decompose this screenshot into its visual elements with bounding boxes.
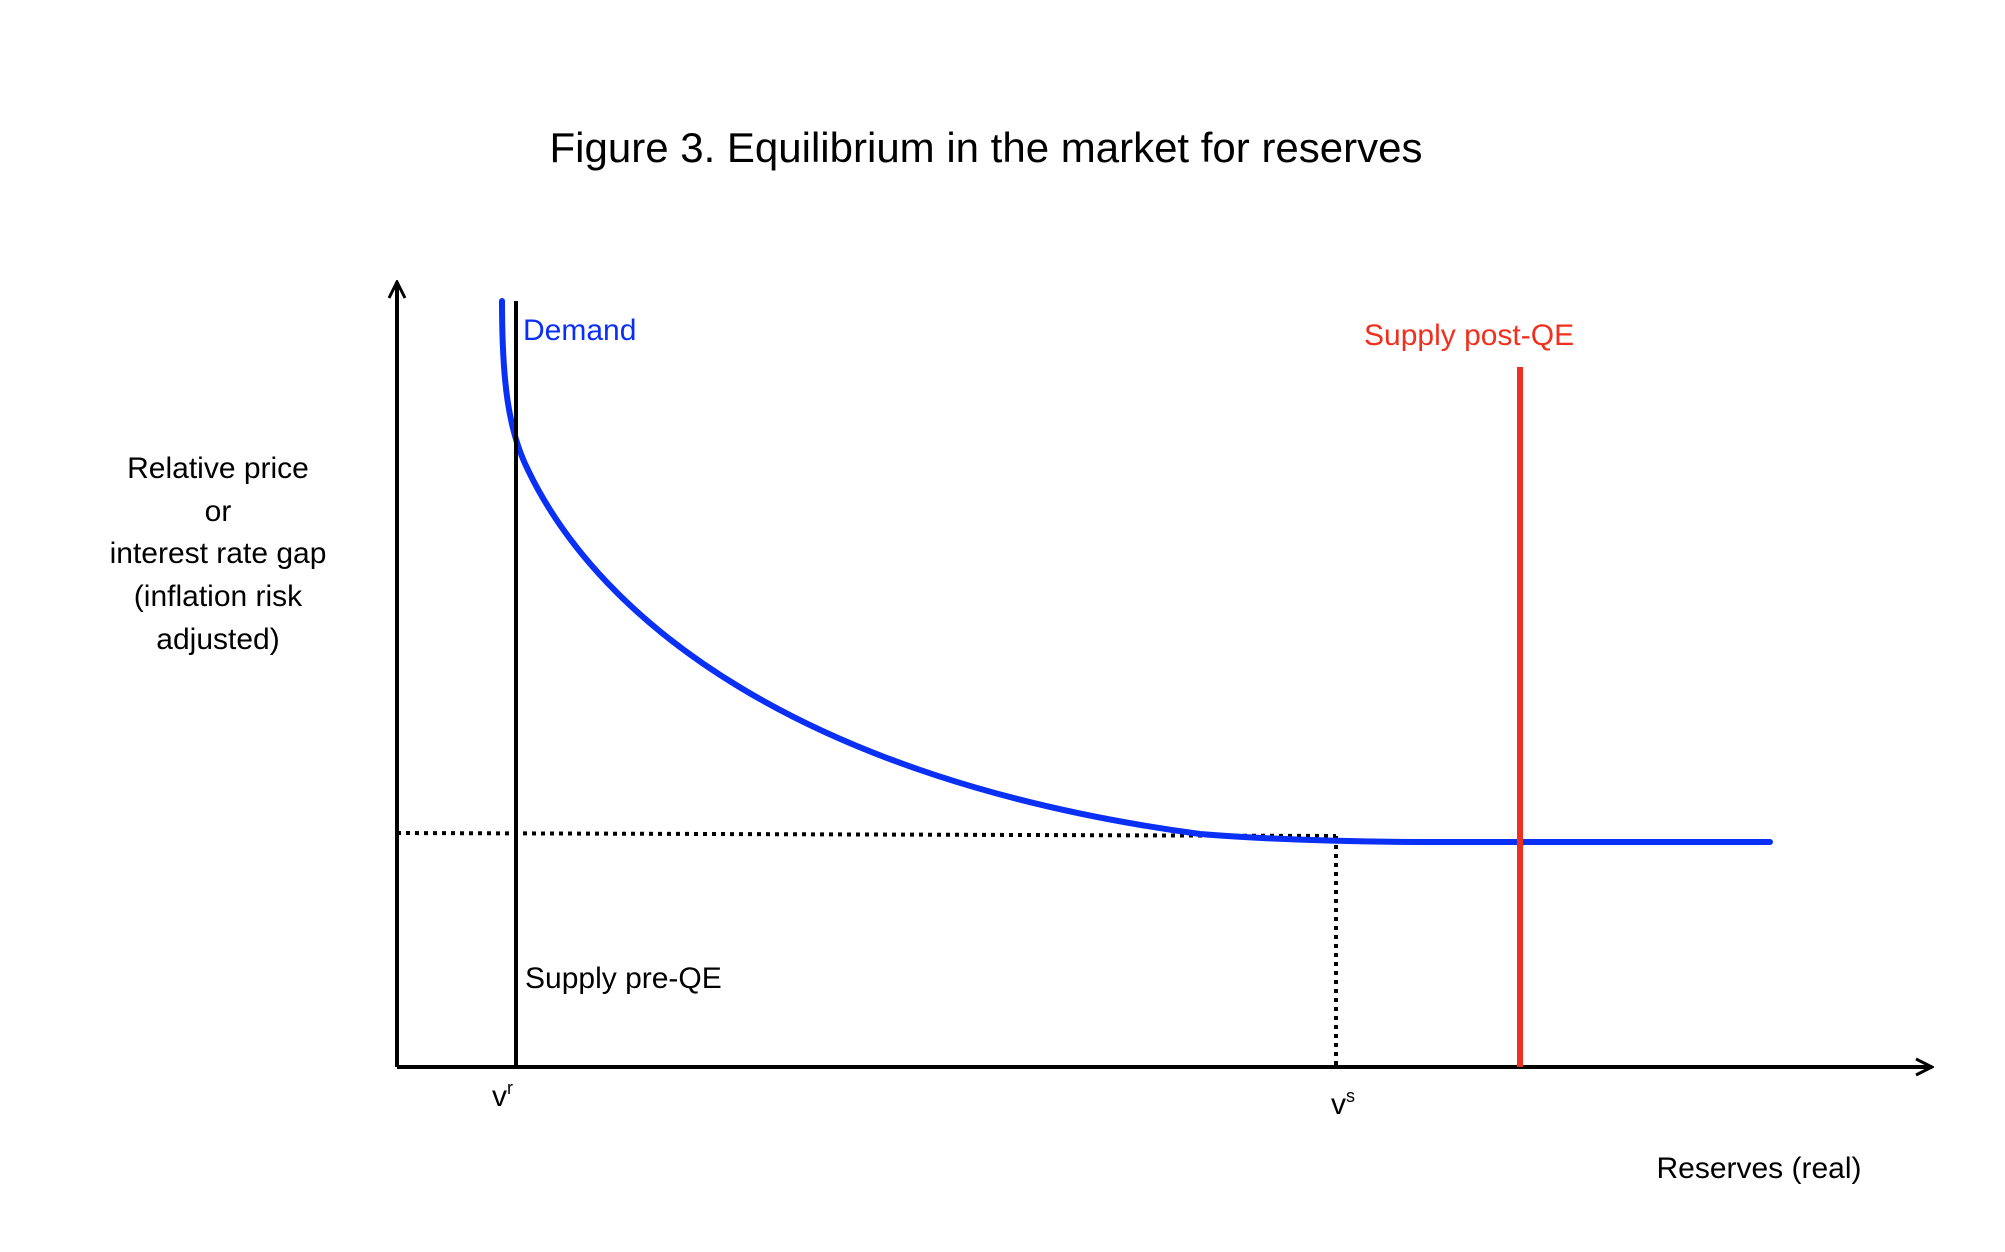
marker-vs: vs [1331, 1086, 1355, 1121]
demand-label: Demand [523, 314, 636, 347]
y-axis-label-line: adjusted) [156, 623, 279, 656]
marker-sup: r [507, 1078, 513, 1098]
marker-sup: s [1346, 1086, 1355, 1106]
supply-post-qe-label: Supply post-QE [1364, 319, 1574, 352]
marker-base: v [1331, 1088, 1346, 1121]
marker-base: v [492, 1080, 507, 1113]
supply-pre-qe-label: Supply pre-QE [525, 962, 722, 995]
title: Figure 3. Equilibrium in the market for … [550, 124, 1423, 171]
y-axis-label-line: Relative price [127, 452, 309, 485]
y-axis-label-line: or [205, 495, 232, 528]
y-axis-label-line: interest rate gap [110, 537, 327, 570]
x-axis-label: Reserves (real) [1656, 1152, 1861, 1185]
y-axis-label-line: (inflation risk [134, 580, 303, 613]
equilibrium-price-line [396, 831, 1337, 838]
marker-vr: vr [492, 1078, 513, 1113]
y-axis-label: Relative price or interest rate gap (inf… [110, 452, 327, 656]
